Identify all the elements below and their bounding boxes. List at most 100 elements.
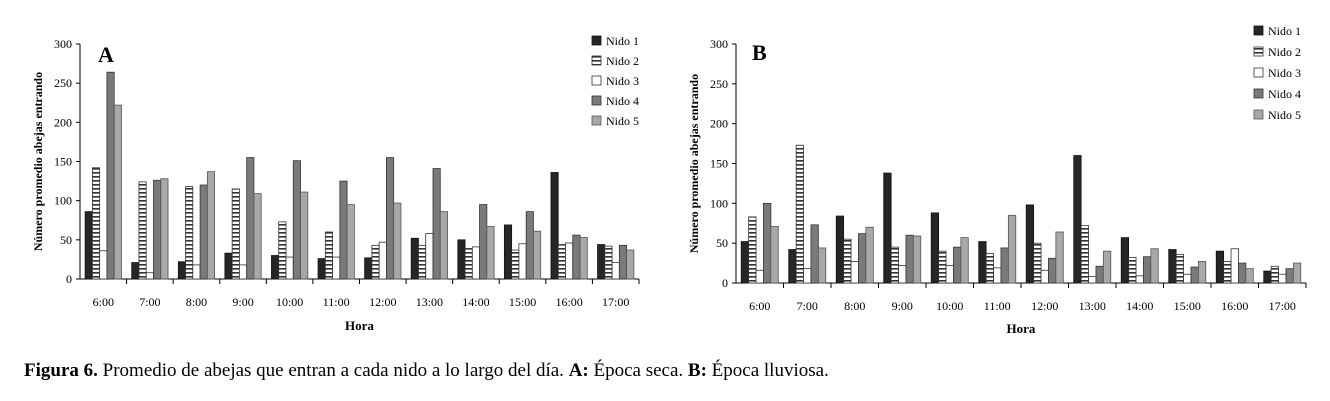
chart-a-bar-nido-3 xyxy=(611,262,620,280)
chart-a-bar-nido-4 xyxy=(199,184,208,280)
chart-b-bar-nido-2 xyxy=(1128,257,1137,284)
chart-a-bar-nido-5 xyxy=(393,202,402,280)
chart-b-y-tick-label: 0 xyxy=(722,276,728,290)
chart-b-bar-nido-1 xyxy=(883,172,892,284)
chart-b-legend-label: Nido 4 xyxy=(1268,87,1301,101)
chart-b-bar-nido-3 xyxy=(898,265,907,284)
chart-b-bar-nido-1 xyxy=(788,249,797,284)
chart-a-bar-nido-2 xyxy=(418,244,427,280)
chart-a-x-tick-label: 16:00 xyxy=(555,295,582,309)
chart-a-bar-nido-4 xyxy=(432,168,441,280)
chart-b-bar-nido-4 xyxy=(1143,256,1152,284)
chart-b-bar-nido-5 xyxy=(1007,214,1017,284)
chart-a-bar-nido-4 xyxy=(386,157,395,280)
chart-b-bar-nido-4 xyxy=(905,234,914,284)
chart-a-bar-nido-1 xyxy=(597,244,606,280)
chart-a-bar-nido-1 xyxy=(271,255,280,280)
chart-b-legend: Nido 1 Nido 2 Nido 3 Nido 4 Nido 5 xyxy=(1253,24,1301,122)
chart-a-x-tick-label: 7:00 xyxy=(139,295,160,309)
caption-text-2: Época seca. xyxy=(588,360,688,381)
chart-b-y-axis-label: Número promedio abejas entrando xyxy=(687,74,701,253)
chart-a-y-tick-label: 250 xyxy=(54,76,72,90)
chart-b-bar-nido-2 xyxy=(1223,261,1232,284)
chart-b-legend-swatch xyxy=(1253,46,1264,57)
chart-a-bar-nido-2 xyxy=(231,188,240,280)
chart-b-y-tick-label: 300 xyxy=(710,37,728,51)
chart-b-x-tick-label: 12:00 xyxy=(1031,299,1058,313)
chart-a-bar-nido-5 xyxy=(160,178,169,280)
chart-b-bar-nido-1 xyxy=(1025,204,1035,284)
chart-a-bar-nido-1 xyxy=(224,252,233,280)
chart-b-bar-nido-2 xyxy=(843,238,852,284)
chart-b-legend-label: Nido 5 xyxy=(1268,108,1301,122)
chart-b-bar-nido-5 xyxy=(960,237,969,284)
chart-a-bar-nido-2 xyxy=(324,231,333,280)
chart-b-bar-nido-4 xyxy=(1048,257,1057,284)
chart-a-bar-nido-2 xyxy=(278,221,287,280)
chart-b-bar-nido-2 xyxy=(795,144,804,284)
chart-a-bar-nido-3 xyxy=(565,242,574,280)
chart-a-bar-nido-3 xyxy=(285,256,294,280)
chart-b-x-tick-label: 16:00 xyxy=(1221,299,1248,313)
chart-a-bar-nido-3 xyxy=(378,241,387,280)
chart-b-bar-nido-4 xyxy=(763,202,772,284)
chart-b-x-tick-label: 15:00 xyxy=(1174,299,1201,313)
chart-b-bar-nido-3 xyxy=(1230,248,1239,284)
chart-a-bar-nido-3 xyxy=(471,246,480,280)
chart-b-bar-nido-1 xyxy=(740,241,750,284)
chart-b-bar-nido-1 xyxy=(1263,270,1272,284)
chart-a-bar-nido-1 xyxy=(503,224,513,280)
chart-a-bar-nido-3 xyxy=(425,233,434,280)
chart-b-bar-nido-5 xyxy=(1102,250,1112,284)
chart-b-bar-nido-3 xyxy=(1183,273,1192,284)
chart-b-y-tick-label: 100 xyxy=(710,196,728,210)
chart-a-bar-nido-3 xyxy=(239,264,248,280)
chart-a-bar-nido-5 xyxy=(206,171,216,280)
chart-b-bar-nido-1 xyxy=(1120,237,1130,284)
chart-a-x-tick-label: 6:00 xyxy=(93,295,114,309)
chart-a-panel-label: A xyxy=(98,42,114,67)
chart-a-bar-nido-4 xyxy=(479,204,488,280)
chart-a-bar-nido-4 xyxy=(106,71,115,280)
chart-b-bar-nido-3 xyxy=(850,261,859,284)
chart-a-bar-nido-4 xyxy=(153,179,162,280)
chart-a-x-axis-label: Hora xyxy=(345,318,374,333)
chart-a-y-tick-label: 50 xyxy=(60,233,72,247)
chart-a-y-tick-label: 200 xyxy=(54,115,72,129)
caption-a-label: A: xyxy=(568,360,589,381)
chart-b-bar-nido-3 xyxy=(1040,269,1049,284)
chart-a-legend: Nido 1 Nido 2 Nido 3 Nido 4 Nido 5 xyxy=(591,34,639,128)
chart-b-legend-label: Nido 1 xyxy=(1268,24,1301,38)
chart-a-bar-nido-2 xyxy=(557,244,566,280)
chart-b-legend-swatch xyxy=(1253,109,1264,120)
chart-b-bar-nido-3 xyxy=(1088,276,1097,284)
chart-a-bar-nido-5 xyxy=(439,211,448,280)
chart-b-bar-nido-1 xyxy=(1168,249,1177,284)
chart-a-bar-nido-3 xyxy=(518,243,527,280)
chart-b-y-tick-label: 150 xyxy=(710,157,728,171)
chart-a-bar-nido-1 xyxy=(457,239,466,280)
chart-b-bar-nido-5 xyxy=(1055,231,1064,284)
chart-b-bar-nido-3 xyxy=(993,267,1002,284)
chart-a-bar-nido-2 xyxy=(138,181,147,280)
chart-b-legend-label: Nido 2 xyxy=(1268,45,1301,59)
chart-b-panel-label: B xyxy=(752,40,767,65)
chart-b-bar-nido-5 xyxy=(1150,248,1159,284)
chart-b-bar-nido-1 xyxy=(1073,155,1082,284)
chart-b-bar-nido-5 xyxy=(1292,262,1302,284)
chart-a-bar-nido-5 xyxy=(533,230,542,280)
chart-b-y-tick-label: 200 xyxy=(710,117,728,131)
chart-a-y-tick-label: 100 xyxy=(54,194,72,208)
chart-b-group: 0 50 100 150 200 250 300 6:00 7:00 8:00 9:00 10:00 1… xyxy=(687,24,1307,336)
chart-b-bar-nido-2 xyxy=(985,253,994,284)
chart-b-legend-swatch xyxy=(1253,25,1264,36)
chart-b-bar-nido-5 xyxy=(817,247,827,284)
chart-b-bar-nido-2 xyxy=(748,216,757,284)
chart-b-y-tick-label: 250 xyxy=(710,77,728,91)
chart-a-bar-nido-2 xyxy=(185,186,194,280)
chart-a-legend-swatch xyxy=(591,55,602,66)
chart-a-bar-nido-4 xyxy=(525,211,534,280)
chart-a-bar-nido-4 xyxy=(246,157,255,280)
chart-b-bar-nido-4 xyxy=(858,233,867,284)
chart-a-y-tick-label: 300 xyxy=(54,37,72,51)
